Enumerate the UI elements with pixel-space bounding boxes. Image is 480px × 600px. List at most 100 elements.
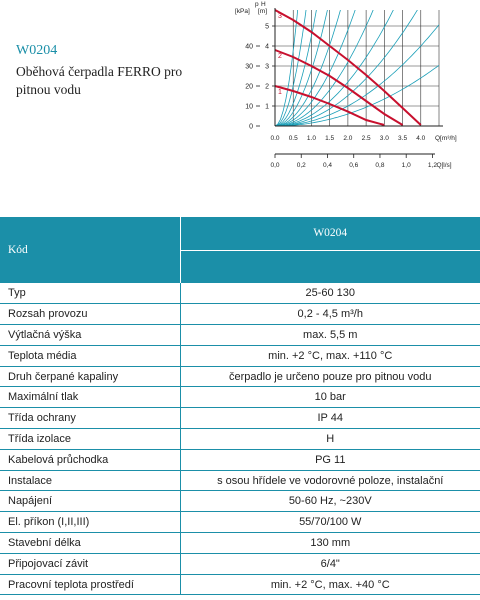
table-row: Třída izolace H [0,428,480,450]
h-axis-unit: [m] [258,8,267,15]
spec-value: 6/4" [179,553,480,575]
p-axis-unit: [kPa] [235,8,250,15]
h-tick-label: 5 [265,24,269,31]
system-curve [275,10,418,126]
p-tick-label: 0 [249,124,253,131]
ls-axis-label: Q[l/s] [436,162,451,169]
spec-value: H [179,428,480,450]
header-blank [179,250,480,283]
table-row: Maximální tlak 10 bar [0,386,480,409]
spec-value: min. +2 °C, max. +40 °C [179,574,480,596]
system-curve [275,10,394,126]
q-tick-label: 1.0 [307,135,316,142]
spec-label: Instalace [0,470,180,492]
table-row: Teplota média min. +2 °C, max. +110 °C [0,345,480,367]
spec-value: čerpadlo je určeno pouze pro pitnou vodu [179,366,480,388]
spec-value: s osou hřídele ve vodorovné poloze, inst… [179,470,480,492]
q-tick-label: 4.0 [416,135,425,142]
spec-value: PG 11 [179,449,480,471]
system-curve [275,10,299,126]
q-tick-label: 1.5 [325,135,334,142]
h-tick-label: 1 [265,104,269,111]
q-tick-label: 3.5 [398,135,407,142]
header-code-label: Kód [0,217,180,283]
h-tick-label: 3 [265,64,269,71]
table-row: Výtlačná výška max. 5,5 m [0,324,480,346]
table-row: Rozsah provozu 0,2 - 4,5 m³/h [0,303,480,326]
spec-label: Výtlačná výška [0,324,180,346]
spec-label: Napájení [0,490,180,513]
ls-tick-label: 0,6 [349,162,358,169]
table-row: Pracovní teplota prostředí min. +2 °C, ma… [0,574,480,596]
table-row: Typ 25-60 130 [0,283,480,305]
spec-value: 50-60 Hz, ~230V [179,490,480,513]
p-axis-label: p [255,1,259,8]
q-tick-label: 2.0 [343,135,352,142]
p-tick-label: 30 [245,64,253,71]
spec-value: max. 5,5 m [179,324,480,346]
header-model: W0204 [179,217,480,251]
ls-tick-label: 0,2 [297,162,306,169]
product-title: Oběhová čerpadla FERRO pro pitnou vodu [16,64,183,97]
h-tick-label: 2 [265,84,269,91]
system-curve [275,10,356,126]
ls-tick-label: 0,0 [270,162,279,169]
spec-label: Maximální tlak [0,386,180,409]
system-curve [275,64,439,126]
spec-table: Kód W0204 Typ 25-60 130 Rozsah provozu 0,2 … [0,217,480,596]
product-code: W0204 [16,43,58,58]
p-tick-label: 20 [245,84,253,91]
spec-label: Třída ochrany [0,407,180,430]
spec-value: IP 44 [179,407,480,430]
spec-value: 10 bar [179,386,480,409]
pump-curve-label: 3 [278,13,282,20]
q-tick-label: 3.0 [380,135,389,142]
table-row: Třída ochrany IP 44 [0,407,480,430]
spec-value: min. +2 °C, max. +110 °C [179,345,480,367]
spec-label: El. příkon (I,II,III) [0,511,180,534]
pump-curve-3 [274,9,422,126]
q-tick-label: 2.5 [362,135,371,142]
spec-label: Třída izolace [0,428,180,450]
h-axis-label: H [261,1,266,8]
h-tick-label: 4 [265,44,269,51]
spec-label: Typ [0,283,180,305]
ls-tick-label: 1,0 [402,162,411,169]
spec-value: 55/70/100 W [179,511,480,534]
spec-label: Druh čerpané kapaliny [0,366,180,388]
table-row: El. příkon (I,II,III) 55/70/100 W [0,511,480,534]
system-curve [275,10,374,126]
table-row: Druh čerpané kapaliny čerpadlo je určeno … [0,366,480,388]
system-curve [275,10,317,126]
q-tick-label: 0.5 [289,135,298,142]
system-curve [275,10,341,126]
table-row: Napájení 50-60 Hz, ~230V [0,490,480,513]
q-axis-label: Q[m³/h] [435,135,457,142]
spec-label: Pracovní teplota prostředí [0,574,180,596]
p-tick-label: 40 [245,44,253,51]
ls-tick-label: 0,4 [323,162,332,169]
pump-curve-label: 1 [278,89,282,96]
spec-body: Typ 25-60 130 Rozsah provozu 0,2 - 4,5 m³/h… [0,283,480,596]
spec-value: 0,2 - 4,5 m³/h [179,303,480,326]
pump-curve-chart: 1 2 3 p H [kPa] [m] 0 10 20 30 40 1 2 3 4 5 0.0 0.5 1.0 1.5 2… [235,1,457,169]
ls-tick-label: 1,2 [428,162,437,169]
table-row: Kabelová průchodka PG 11 [0,449,480,471]
pump-curve-1 [274,85,385,126]
table-row: Instalace s osou hřídele ve vodorovné pol… [0,470,480,492]
q-tick-label: 0.0 [270,135,279,142]
pump-curve-2 [274,49,404,126]
system-curve [275,10,307,126]
table-row: Stavební délka 130 mm [0,532,480,554]
spec-value: 130 mm [179,532,480,554]
ls-tick-label: 0,8 [375,162,384,169]
table-row: Připojovací závit 6/4" [0,553,480,575]
spec-label: Stavební délka [0,532,180,554]
spec-label: Připojovací závit [0,553,180,575]
p-tick-label: 10 [245,104,253,111]
pump-curve-label: 2 [278,53,282,60]
spec-label: Teplota média [0,345,180,367]
system-curve [275,24,439,126]
spec-label: Kabelová průchodka [0,449,180,471]
spec-value: 25-60 130 [179,283,480,305]
